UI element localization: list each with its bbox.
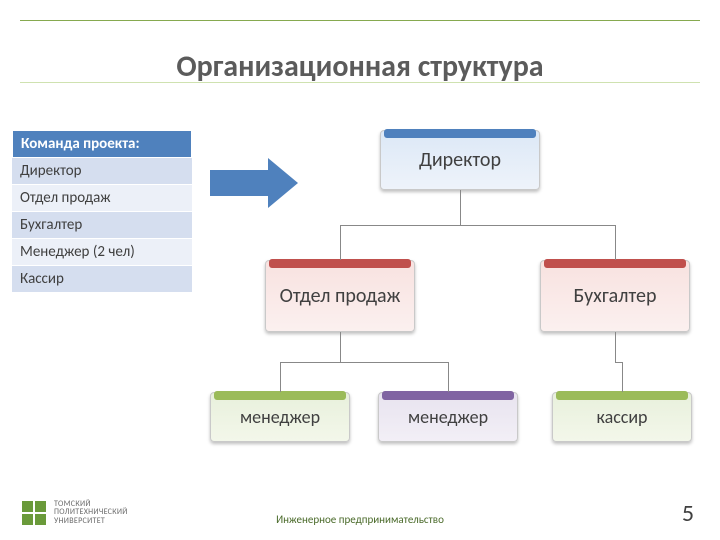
- node-label: Директор: [419, 148, 501, 172]
- connector: [448, 362, 449, 392]
- node-tab: [214, 391, 346, 400]
- connector: [340, 332, 341, 362]
- node-tab: [382, 391, 514, 400]
- org-node-sales: Отдел продаж: [265, 260, 415, 332]
- team-table: Команда проекта: Директор Отдел продаж Б…: [12, 130, 192, 293]
- slide: Организационная структура Команда проект…: [0, 0, 720, 540]
- node-label: менеджер: [240, 406, 320, 428]
- node-label: Бухгалтер: [574, 284, 657, 308]
- org-node-mgr1: менеджер: [210, 392, 350, 442]
- connector: [460, 190, 461, 225]
- rule-bottom: [20, 82, 700, 83]
- org-node-director: Директор: [380, 130, 540, 190]
- node-label: менеджер: [408, 406, 488, 428]
- node-tab: [269, 259, 411, 268]
- connector: [622, 362, 623, 392]
- connector: [615, 362, 622, 363]
- node-label: кассир: [596, 406, 647, 428]
- team-row: Кассир: [12, 266, 192, 293]
- connector: [280, 362, 340, 363]
- node-tab: [556, 391, 688, 400]
- team-row: Бухгалтер: [12, 212, 192, 239]
- org-node-accountant: Бухгалтер: [540, 260, 690, 332]
- connector: [280, 362, 281, 392]
- page-number: 5: [682, 499, 694, 528]
- org-node-mgr2: менеджер: [378, 392, 518, 442]
- connector: [615, 332, 616, 362]
- team-row: Директор: [12, 158, 192, 185]
- connector: [615, 225, 616, 260]
- team-header: Команда проекта:: [12, 130, 192, 158]
- rule-top: [20, 20, 700, 21]
- org-chart: Директор Отдел продаж Бухгалтер менеджер мен…: [210, 130, 710, 460]
- node-tab: [544, 259, 686, 268]
- connector: [340, 225, 341, 260]
- org-node-cashier: кассир: [552, 392, 692, 442]
- footer-center: Инженерное предпринимательство: [0, 513, 720, 526]
- team-row: Менеджер (2 чел): [12, 239, 192, 266]
- node-tab: [384, 129, 536, 138]
- node-label: Отдел продаж: [280, 284, 401, 308]
- slide-title: Организационная структура: [0, 48, 720, 85]
- connector: [340, 362, 448, 363]
- connector: [460, 225, 615, 226]
- connector: [340, 225, 460, 226]
- team-row: Отдел продаж: [12, 185, 192, 212]
